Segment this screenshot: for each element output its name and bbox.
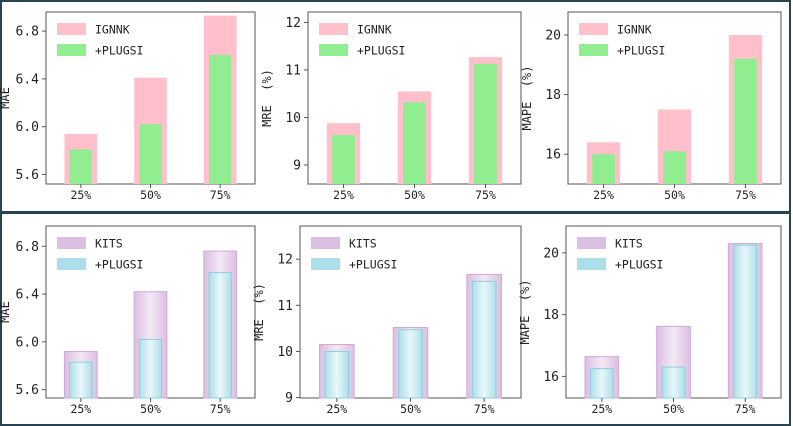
bar-plugsi-50: [661, 366, 686, 399]
bar-plugsi-25: [324, 350, 350, 399]
legend-label-plugsi: +PLUGSI: [95, 258, 143, 272]
top-row-frame: [0, 0, 791, 214]
legend-label-plugsi: +PLUGSI: [615, 258, 663, 272]
y-tick-label: 16: [543, 370, 559, 385]
legend-swatch-plugsi: [577, 258, 606, 270]
bar-plugsi-75: [208, 272, 232, 399]
legend-label-plugsi: +PLUGSI: [357, 44, 405, 58]
chart-panel-5: 25% 50% 75% 9 10 11 12 MRE (%) KITS +PLUGSI: [252, 225, 522, 416]
legend-swatch-plugsi: [57, 258, 86, 270]
y-tick-label: 6.4: [16, 288, 40, 303]
y-tick-label: 9: [293, 158, 301, 173]
legend-label-plugsi: +PLUGSI: [95, 44, 143, 58]
y-tick-label: 6.8: [16, 240, 39, 255]
bar-plugsi-25: [332, 135, 355, 184]
x-tick-label: 50%: [663, 402, 684, 416]
y-axis-label: MRE (%): [252, 283, 266, 341]
y-tick-label: 11: [285, 63, 301, 78]
legend-swatch-ignnk: [579, 23, 608, 35]
legend-swatch-plugsi: [579, 44, 608, 56]
bar-plugsi-75: [209, 55, 232, 184]
x-tick-label: 50%: [664, 188, 685, 202]
bar-plugsi-50: [663, 151, 686, 184]
x-tick-label: 25%: [593, 188, 614, 202]
y-tick-label: 6.0: [16, 120, 39, 135]
y-axis-label: MAPE (%): [520, 65, 534, 130]
y-tick-label: 5.6: [16, 168, 39, 183]
y-tick-label: 6.4: [16, 72, 40, 87]
legend-label-kits: KITS: [615, 237, 643, 251]
bottom-row-frame: [0, 211, 791, 426]
x-tick-label: 50%: [404, 188, 425, 202]
chart-panel-3: 25% 50% 75% 16 18 20 MAPE (%) IGNNK +PLUGSI: [520, 11, 782, 202]
bar-plugsi-50: [398, 329, 423, 399]
x-tick-label: 75%: [210, 188, 231, 202]
legend-swatch-kits: [57, 237, 86, 249]
legend-swatch-plugsi: [311, 258, 340, 270]
legend-label-kits: KITS: [95, 237, 123, 251]
y-axis-label: MAE: [0, 301, 12, 323]
x-tick-label: 25%: [333, 188, 354, 202]
bar-plugsi-50: [403, 102, 426, 184]
legend-label-plugsi: +PLUGSI: [617, 44, 665, 58]
chart-panel-6: 25% 50% 75% 16 18 20 MAPE (%) KITS +PLUGSI: [518, 225, 782, 416]
legend-label-ignnk: IGNNK: [95, 23, 130, 37]
y-axis-label: MAPE (%): [518, 279, 532, 344]
y-tick-label: 10: [285, 111, 301, 126]
y-tick-label: 6.8: [16, 25, 39, 40]
x-tick-label: 25%: [70, 402, 91, 416]
x-tick-label: 75%: [474, 402, 495, 416]
y-tick-label: 20: [543, 246, 559, 261]
x-tick-label: 50%: [140, 402, 161, 416]
x-tick-label: 25%: [591, 402, 612, 416]
legend-label-ignnk: IGNNK: [357, 23, 392, 37]
legend-label-kits: KITS: [349, 237, 377, 251]
legend-swatch-kits: [311, 237, 340, 249]
y-axis-label: MRE (%): [260, 69, 274, 127]
legend-swatch-ignnk: [57, 23, 86, 35]
bar-plugsi-75: [733, 244, 758, 399]
x-tick-label: 25%: [70, 188, 91, 202]
bar-plugsi-25: [592, 154, 615, 184]
x-tick-label: 75%: [735, 402, 756, 416]
legend-swatch-ignnk: [319, 23, 348, 35]
x-tick-label: 50%: [140, 188, 161, 202]
chart-panel-4: 25% 50% 75% 5.6 6.0 6.4 6.8 MAE KITS +PLUGSI: [0, 225, 256, 416]
bar-plugsi-75: [734, 58, 757, 185]
x-tick-label: 75%: [735, 188, 756, 202]
x-tick-label: 25%: [326, 402, 347, 416]
y-tick-label: 12: [277, 253, 293, 268]
legend-swatch-plugsi: [57, 44, 86, 56]
y-tick-label: 12: [285, 16, 301, 31]
x-tick-label: 50%: [400, 402, 421, 416]
bar-plugsi-75: [471, 280, 497, 399]
bar-plugsi-50: [138, 338, 163, 399]
y-tick-label: 18: [543, 308, 559, 323]
y-tick-label: 9: [285, 391, 293, 406]
y-tick-label: 20: [545, 28, 561, 43]
chart-panel-2: 25% 50% 75% 9 10 11 12 MRE (%) IGNNK +PLUGSI: [260, 11, 522, 202]
y-tick-label: 11: [277, 299, 293, 314]
x-tick-label: 75%: [210, 402, 231, 416]
legend-label-plugsi: +PLUGSI: [349, 258, 397, 272]
legend-swatch-plugsi: [319, 44, 348, 56]
bar-plugsi-25: [589, 368, 614, 399]
bar-plugsi-25: [69, 361, 93, 399]
x-tick-label: 75%: [475, 188, 496, 202]
y-tick-label: 10: [277, 345, 293, 360]
legend-label-ignnk: IGNNK: [617, 23, 652, 37]
y-tick-label: 16: [545, 148, 561, 163]
chart-panel-1: 25% 50% 75% 5.6 6.0 6.4 6.8 MAE IGNNK +PLUGSI: [0, 11, 256, 202]
bar-plugsi-25: [69, 149, 92, 184]
y-tick-label: 18: [545, 88, 561, 103]
y-tick-label: 6.0: [16, 335, 39, 350]
y-axis-label: MAE: [0, 87, 12, 109]
bar-plugsi-50: [139, 124, 162, 184]
legend-swatch-kits: [577, 237, 606, 249]
bar-plugsi-75: [474, 63, 497, 184]
y-tick-label: 5.6: [16, 383, 39, 398]
